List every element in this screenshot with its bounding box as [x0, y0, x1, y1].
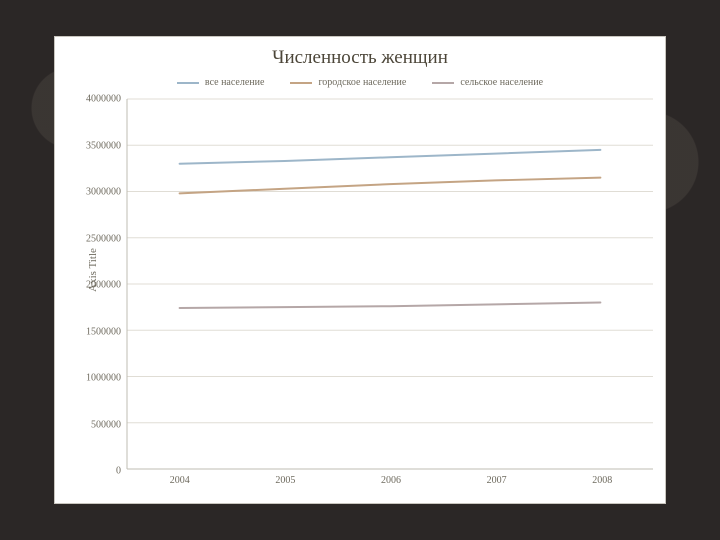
y-tick-label: 500000 — [91, 419, 127, 430]
x-tick-label: 2004 — [170, 469, 190, 486]
chart-svg — [127, 99, 653, 469]
legend-label: городское население — [318, 77, 406, 88]
legend-item: сельское население — [432, 77, 543, 88]
x-tick-label: 2008 — [592, 469, 612, 486]
legend-item: все население — [177, 77, 265, 88]
x-tick-label: 2007 — [487, 469, 507, 486]
legend-swatch — [290, 82, 312, 84]
y-tick-label: 1500000 — [86, 326, 127, 337]
y-tick-label: 0 — [116, 466, 127, 477]
y-tick-label: 3500000 — [86, 140, 127, 151]
legend-label: сельское население — [460, 77, 543, 88]
chart-panel: Численность женщин все население городско… — [54, 36, 666, 504]
legend-swatch — [177, 82, 199, 84]
series-line — [180, 178, 601, 194]
y-tick-label: 1000000 — [86, 373, 127, 384]
slide-stage: Численность женщин все население городско… — [0, 0, 720, 540]
series-line — [180, 303, 601, 309]
x-tick-label: 2006 — [381, 469, 401, 486]
y-tick-label: 4000000 — [86, 94, 127, 105]
chart-title: Численность женщин — [55, 47, 665, 69]
legend-item: городское население — [290, 77, 406, 88]
series-line — [180, 150, 601, 164]
chart-legend: все население городское население сельское… — [55, 77, 665, 88]
y-tick-label: 3000000 — [86, 187, 127, 198]
y-tick-label: 2000000 — [86, 280, 127, 291]
y-tick-label: 2500000 — [86, 233, 127, 244]
plot-area: 0500000100000015000002000000250000030000… — [127, 99, 653, 469]
x-tick-label: 2005 — [275, 469, 295, 486]
legend-swatch — [432, 82, 454, 84]
legend-label: все население — [205, 77, 265, 88]
